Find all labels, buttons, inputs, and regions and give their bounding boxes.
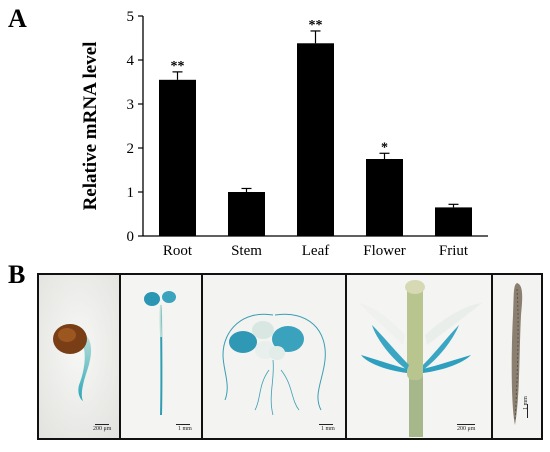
y-tick-label: 5 bbox=[127, 9, 135, 25]
significance-marker: ** bbox=[171, 59, 185, 74]
y-tick-label: 0 bbox=[127, 229, 135, 245]
photo-silique: 1 mm bbox=[493, 275, 541, 438]
panel-b-label: B bbox=[8, 260, 26, 289]
scale-bar-label: 1 mm bbox=[178, 426, 192, 432]
x-tick-label: Leaf bbox=[302, 243, 329, 259]
bar bbox=[435, 207, 472, 236]
germinating-seed-image bbox=[39, 275, 119, 438]
photo-rosette: 1 mm bbox=[203, 275, 347, 438]
flower-image bbox=[347, 275, 491, 438]
rosette-image bbox=[203, 275, 345, 438]
x-tick-label: Stem bbox=[231, 243, 262, 259]
x-tick-label: Flower bbox=[363, 243, 406, 259]
bar bbox=[297, 43, 334, 236]
y-tick-label: 4 bbox=[127, 53, 135, 69]
scale-bar-label: 200 μm bbox=[93, 426, 112, 432]
scale-bar-label: 1 mm bbox=[523, 396, 529, 410]
y-tick-label: 3 bbox=[127, 97, 135, 113]
y-axis-label: Relative mRNA level bbox=[80, 42, 101, 211]
scale-bar-label: 1 mm bbox=[321, 426, 335, 432]
bar-chart: 0 1 2 3 4 5 Relative mRNA level ** Root Stem ** Lea… bbox=[80, 9, 488, 259]
panel-a-label: A bbox=[8, 4, 27, 33]
silique-image bbox=[493, 275, 541, 438]
bar bbox=[366, 159, 403, 236]
bar bbox=[228, 192, 265, 236]
photo-seedling: 1 mm bbox=[121, 275, 203, 438]
photo-flower: 200 μm bbox=[347, 275, 493, 438]
x-tick-label: Root bbox=[163, 243, 193, 259]
significance-marker: ** bbox=[309, 18, 323, 33]
photo-germinating-seed: 200 μm bbox=[39, 275, 121, 438]
scale-bar-label: 200 μm bbox=[457, 426, 476, 432]
significance-marker: * bbox=[381, 140, 388, 155]
gus-staining-photo-strip: 200 μm 1 mm 1 mm bbox=[37, 273, 543, 440]
y-tick-label: 2 bbox=[127, 141, 135, 157]
y-tick-label: 1 bbox=[127, 185, 135, 201]
seedling-image bbox=[121, 275, 201, 438]
bar bbox=[159, 79, 196, 236]
x-tick-label: Friut bbox=[439, 243, 469, 259]
